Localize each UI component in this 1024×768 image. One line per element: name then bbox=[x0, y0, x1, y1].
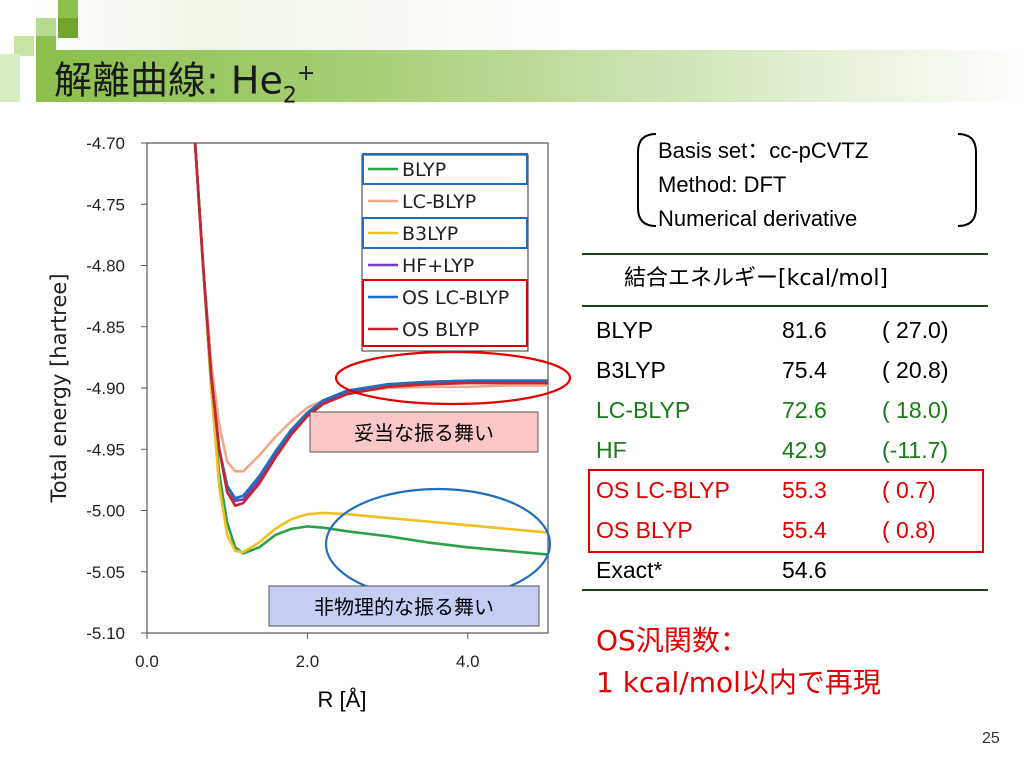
table-rule bbox=[582, 589, 988, 591]
row-error: (-11.7) bbox=[882, 437, 949, 463]
os-highlight-box bbox=[588, 469, 984, 553]
good-behavior-ellipse bbox=[334, 350, 572, 406]
table-rule bbox=[582, 253, 988, 255]
good-behavior-box bbox=[309, 411, 539, 453]
title-strip bbox=[36, 50, 1024, 102]
y-tick-label: -4.95 bbox=[86, 440, 125, 459]
table-row: B3LYP 75.4 ( 20.8) bbox=[582, 351, 988, 389]
table-row: OS LC-BLYP 55.3 ( 0.7) bbox=[582, 471, 988, 509]
row-energy: 55.4 bbox=[782, 517, 827, 543]
table-row: Exact* 54.6 bbox=[582, 551, 988, 589]
x-tick-label: 2.0 bbox=[296, 652, 320, 671]
y-tick-label: -4.75 bbox=[86, 195, 125, 214]
deco-square bbox=[0, 54, 20, 102]
method-info: Basis set：cc-pCVTZ Method: DFT Numerical… bbox=[658, 134, 868, 236]
row-energy: 72.6 bbox=[782, 397, 827, 423]
y-axis-label: Total energy [hartree] bbox=[47, 273, 71, 503]
row-method: OS BLYP bbox=[596, 517, 693, 543]
bad-behavior-label: 非物理的な振る舞い bbox=[314, 595, 494, 619]
info-brackets bbox=[637, 133, 977, 227]
legend-label: LC-BLYP bbox=[402, 191, 476, 213]
legend-label: OS BLYP bbox=[402, 319, 479, 341]
conclusion-line: OS汎関数： bbox=[596, 624, 748, 657]
conclusion-text: OS汎関数： 1 kcal/mol以内で再現 bbox=[596, 620, 881, 704]
y-tick-label: -4.70 bbox=[86, 134, 125, 153]
legend-highlight-red bbox=[362, 279, 528, 347]
table-row: OS BLYP 55.4 ( 0.8) bbox=[582, 511, 988, 549]
page-number: 25 bbox=[982, 730, 1000, 747]
row-energy: 54.6 bbox=[782, 557, 827, 583]
info-line: Method: DFT bbox=[658, 172, 787, 197]
series-line-b3lyp bbox=[193, 143, 548, 554]
legend-box bbox=[361, 154, 529, 352]
dissociation-chart: -4.70 -4.75 -4.80 -4.85 -4.90 -4.95 -5.00 -5.05… bbox=[47, 134, 572, 712]
table-rule bbox=[582, 305, 988, 307]
deco-square bbox=[36, 18, 56, 38]
good-behavior-label: 妥当な振る舞い bbox=[354, 421, 494, 445]
y-tick-label: -4.90 bbox=[86, 379, 125, 398]
bad-behavior-box bbox=[268, 585, 540, 627]
row-energy: 81.6 bbox=[782, 317, 827, 343]
row-method: Exact* bbox=[596, 557, 663, 583]
y-tick-label: -4.80 bbox=[86, 257, 125, 276]
deco-square bbox=[58, 18, 78, 38]
row-energy: 42.9 bbox=[782, 437, 827, 463]
y-tick-label: -5.10 bbox=[86, 624, 125, 643]
row-energy: 75.4 bbox=[782, 357, 827, 383]
row-method: B3LYP bbox=[596, 357, 666, 383]
y-tick-label: -5.00 bbox=[86, 502, 125, 521]
legend-label: HF+LYP bbox=[402, 255, 474, 277]
table-row: HF 42.9 (-11.7) bbox=[582, 431, 988, 469]
table-header: 結合エネルギー[kcal/mol] bbox=[624, 266, 889, 291]
row-error: ( 27.0) bbox=[882, 317, 949, 343]
legend-label: OS LC-BLYP bbox=[402, 287, 509, 309]
series-group bbox=[193, 143, 548, 556]
row-method: OS LC-BLYP bbox=[596, 477, 730, 503]
legend-highlight-blue bbox=[362, 217, 528, 249]
row-error: ( 18.0) bbox=[882, 397, 949, 423]
row-error: ( 20.8) bbox=[882, 357, 949, 383]
legend-highlight-blue bbox=[362, 153, 528, 185]
row-error: ( 0.8) bbox=[882, 517, 936, 543]
series-line-lc-blyp bbox=[193, 143, 548, 473]
table-row: BLYP 81.6 ( 27.0) bbox=[582, 311, 988, 349]
row-method: HF bbox=[596, 437, 627, 463]
x-axis-label: R [Å] bbox=[318, 687, 367, 712]
info-line: Basis set：cc-pCVTZ bbox=[658, 138, 869, 163]
series-line-os-blyp bbox=[193, 143, 548, 507]
legend-label: BLYP bbox=[402, 159, 446, 181]
info-line: Numerical derivative bbox=[658, 206, 858, 231]
row-method: LC-BLYP bbox=[596, 397, 691, 423]
conclusion-line: 1 kcal/mol以内で再現 bbox=[596, 666, 881, 699]
row-error: ( 0.7) bbox=[882, 477, 936, 503]
y-tick-label: -4.85 bbox=[86, 318, 125, 337]
legend-label: B3LYP bbox=[402, 223, 458, 245]
slide-title: 解離曲線: He2+ bbox=[54, 58, 316, 109]
x-tick-label: 4.0 bbox=[456, 652, 480, 671]
x-tick-label: 0.0 bbox=[135, 652, 159, 671]
y-tick-label: -5.05 bbox=[86, 563, 125, 582]
row-energy: 55.3 bbox=[782, 477, 827, 503]
deco-square bbox=[58, 0, 78, 20]
row-method: BLYP bbox=[596, 317, 654, 343]
deco-square bbox=[14, 36, 34, 56]
table-row: LC-BLYP 72.6 ( 18.0) bbox=[582, 391, 988, 429]
